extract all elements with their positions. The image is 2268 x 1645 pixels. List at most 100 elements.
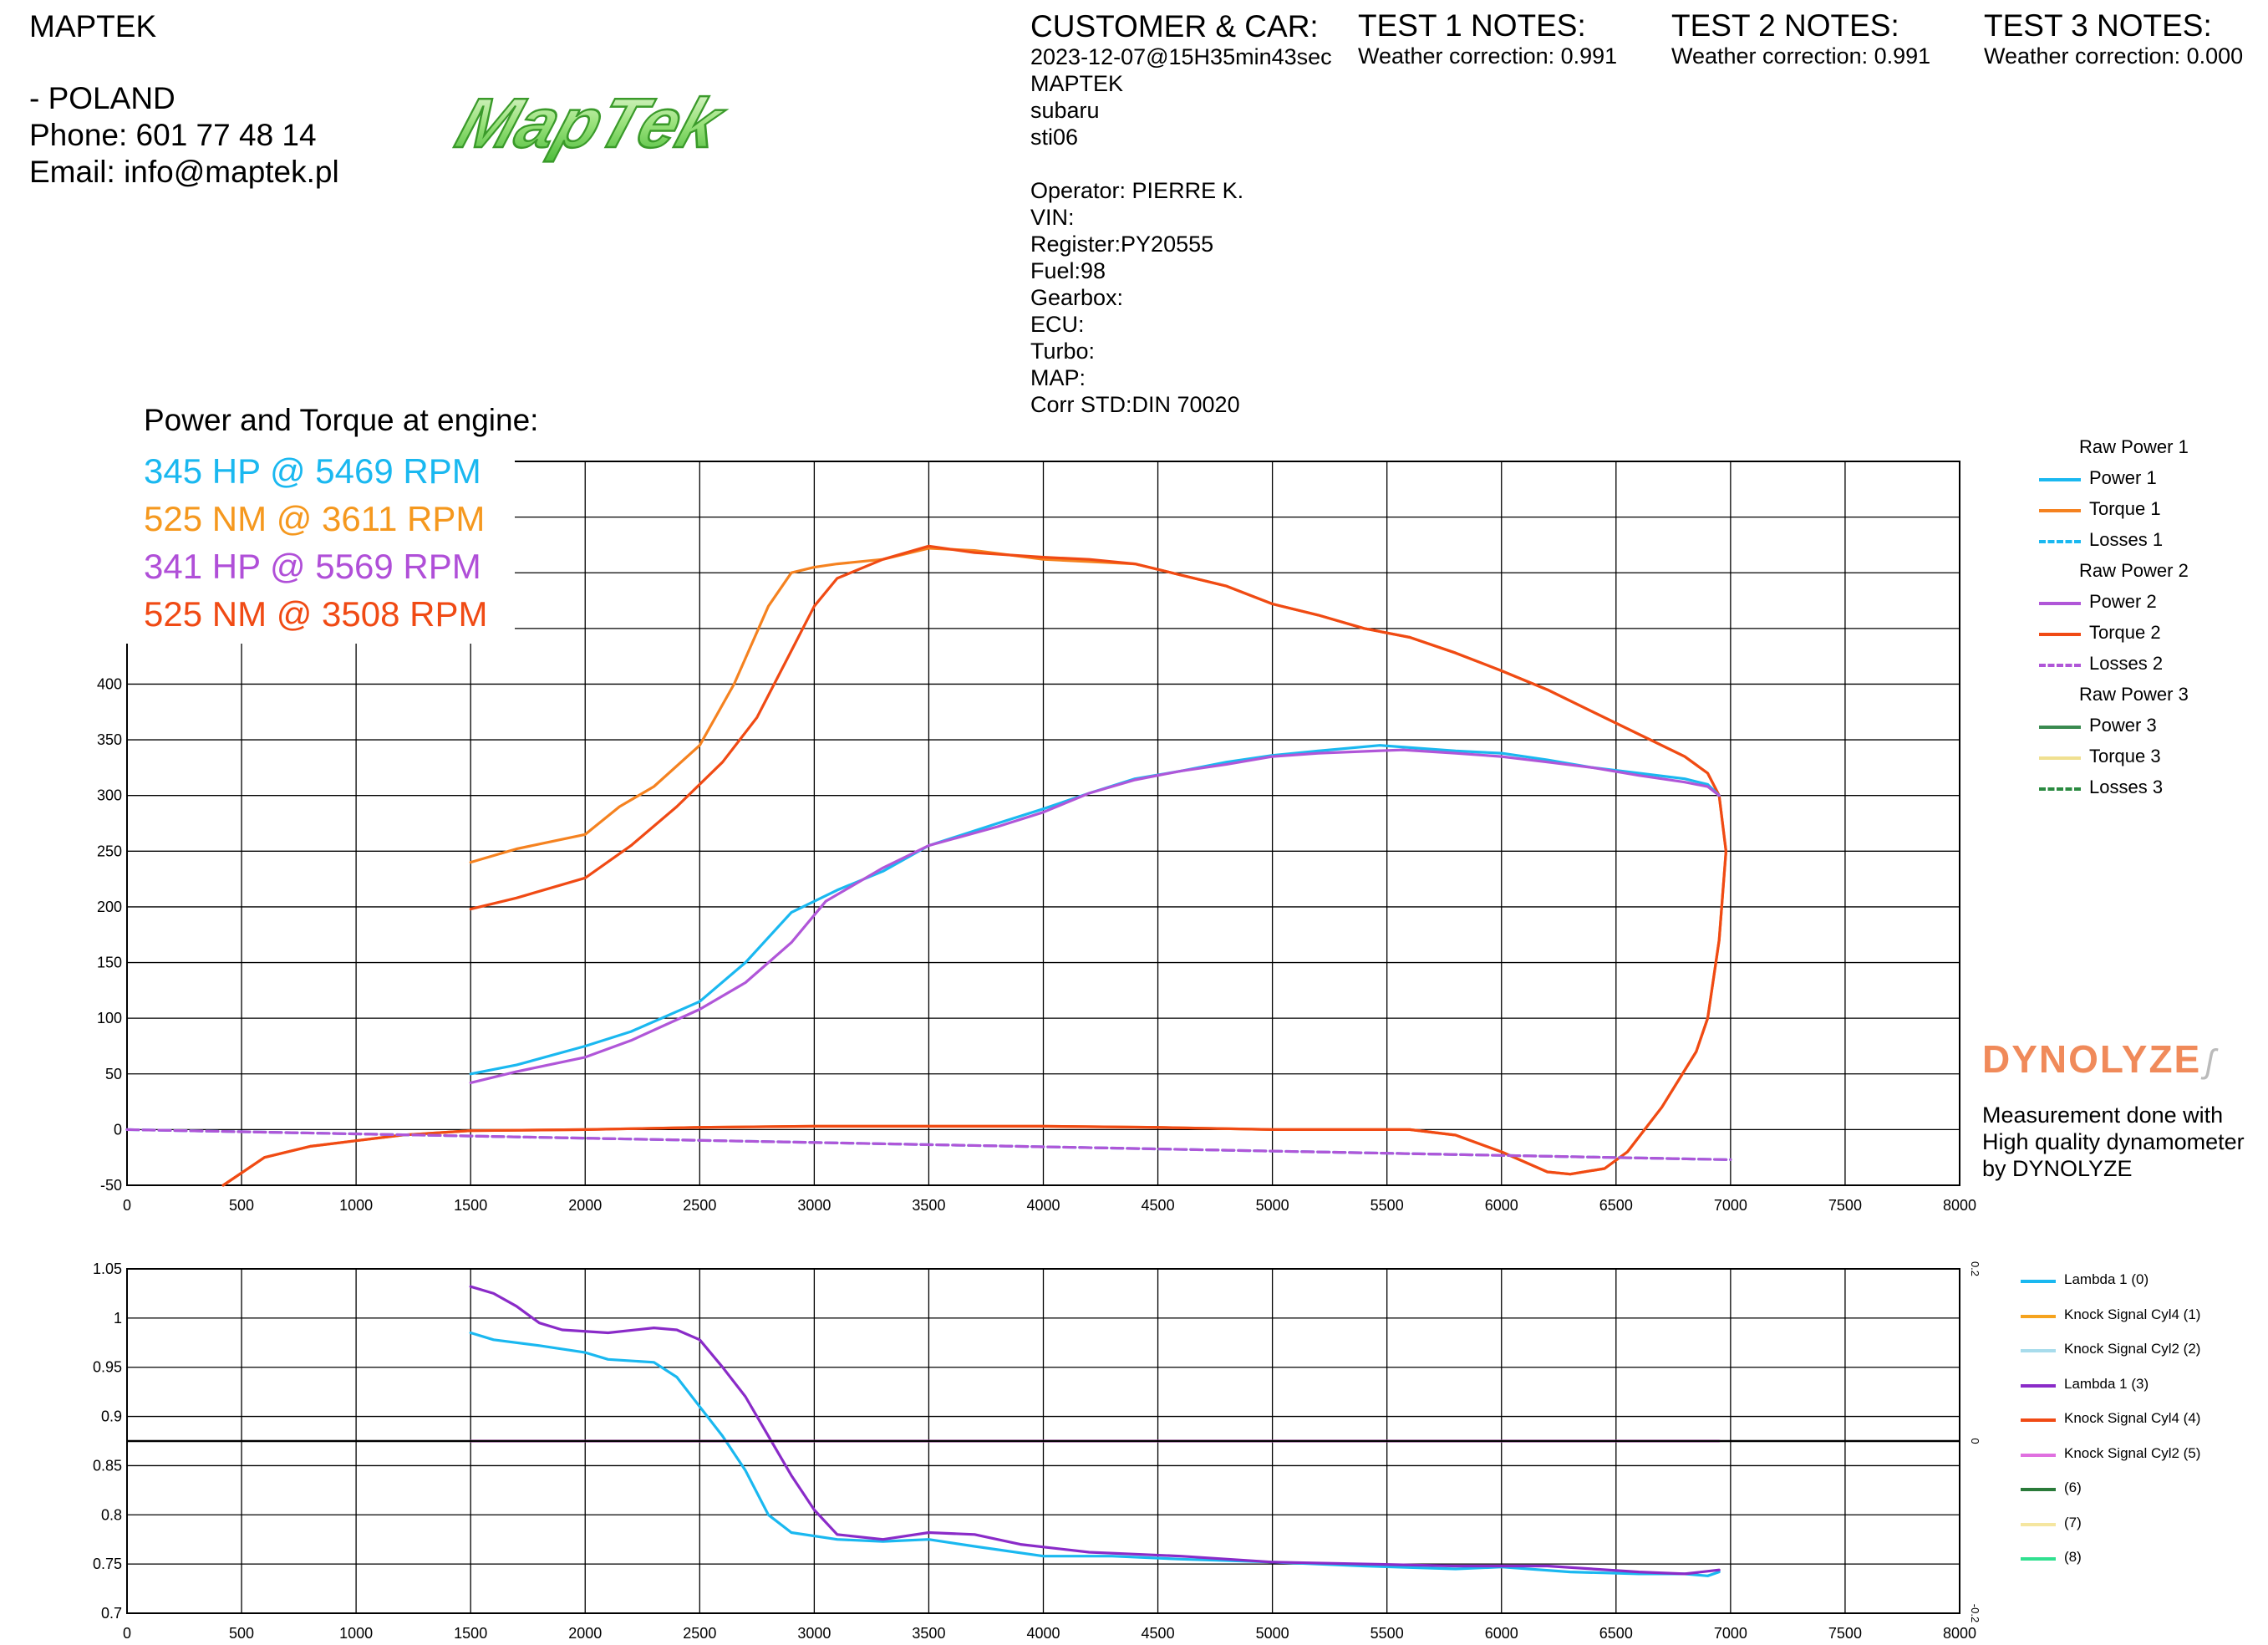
x-tick-label: 500 xyxy=(229,1625,254,1642)
customer-details: 2023-12-07@15H35min43sec MAPTEK subaru sti0… xyxy=(1030,43,1332,418)
legend-swatch xyxy=(2021,1453,2056,1457)
test3-notes-value: Weather correction: 0.000 xyxy=(1984,43,2244,69)
peak-values-box: 345 HP @ 5469 RPM 525 NM @ 3611 RPM 341 … xyxy=(80,445,515,644)
legend-label: Torque 3 xyxy=(2089,746,2161,766)
legend-swatch xyxy=(2039,756,2081,760)
customer-line: sti06 xyxy=(1030,125,1079,150)
dynolyze-line-2: High quality dynamometer xyxy=(1982,1129,2245,1154)
legend-label: Knock Signal Cyl4 (4) xyxy=(2064,1410,2201,1426)
series-torque-1 xyxy=(221,547,1727,1187)
legend-label: Power 3 xyxy=(2089,715,2157,736)
legend-label: (7) xyxy=(2064,1514,2082,1530)
x-tick-label: 8000 xyxy=(1943,1625,1976,1642)
legend-label: Losses 1 xyxy=(2089,529,2164,550)
legend-label: Power 1 xyxy=(2089,467,2157,488)
x-tick-label: 7500 xyxy=(1828,1625,1862,1642)
legend-label: Losses 2 xyxy=(2089,653,2164,674)
y-tick-label: 1.05 xyxy=(93,1260,122,1277)
customer-line: 2023-12-07@15H35min43sec xyxy=(1030,44,1332,69)
legend-swatch xyxy=(2039,478,2081,481)
x-tick-label: 3500 xyxy=(912,1625,945,1642)
series-losses-2 xyxy=(125,1128,1732,1161)
customer-line: ECU: xyxy=(1030,312,1085,337)
y2-tick-label: 0.2 xyxy=(1969,1261,1981,1276)
legend-label: Knock Signal Cyl4 (1) xyxy=(2064,1306,2201,1322)
legend-swatch xyxy=(2021,1349,2056,1352)
y-tick-label: 1 xyxy=(114,1310,122,1327)
series-torque-2 xyxy=(221,544,1727,1187)
x-tick-label: 5500 xyxy=(1370,1197,1404,1214)
x-tick-label: 7500 xyxy=(1828,1197,1862,1214)
legend-swatch xyxy=(2039,509,2081,512)
legend-label: Raw Power 3 xyxy=(2079,684,2189,705)
legend-swatch xyxy=(2039,726,2081,729)
y-tick-label: -50 xyxy=(100,1177,122,1194)
y-tick-label: 100 xyxy=(97,1010,122,1026)
test2-notes-value: Weather correction: 0.991 xyxy=(1671,43,1931,69)
company-phone: Phone: 601 77 48 14 xyxy=(29,118,317,152)
x-tick-label: 3000 xyxy=(797,1625,831,1642)
customer-line: MAP: xyxy=(1030,365,1086,390)
series-power-1 xyxy=(469,744,1721,1076)
x-tick-label: 2500 xyxy=(683,1197,716,1214)
peak-power-2: 341 HP @ 5569 RPM xyxy=(144,547,481,586)
y2-tick-label: -0.2 xyxy=(1969,1604,1981,1622)
x-tick-label: 0 xyxy=(123,1197,131,1214)
y-tick-label: 0.9 xyxy=(101,1408,122,1425)
legend-label: Power 2 xyxy=(2089,591,2157,612)
lambda-chart: 0 500 1000 1500 2000 2500 3000 3500 4000 4500 5000… xyxy=(93,1260,1981,1642)
legend-swatch xyxy=(2039,664,2081,667)
y-tick-label: 0.95 xyxy=(93,1359,122,1376)
legend-label: Losses 3 xyxy=(2089,777,2164,797)
test1-notes-title: TEST 1 NOTES: xyxy=(1358,8,1586,43)
x-tick-label: 3000 xyxy=(797,1197,831,1214)
x-tick-label: 7000 xyxy=(1714,1625,1747,1642)
peak-torque-1: 525 NM @ 3611 RPM xyxy=(144,499,486,538)
x-tick-label: 5000 xyxy=(1256,1625,1289,1642)
y-tick-label: 0.85 xyxy=(93,1457,122,1474)
power-torque-chart: 0 500 1000 1500 2000 2500 3000 3500 4000 4500 5000… xyxy=(97,453,1976,1214)
power-torque-heading: Power and Torque at engine: xyxy=(144,403,539,437)
x-tick-label: 2500 xyxy=(683,1625,716,1642)
legend-swatch xyxy=(2021,1314,2056,1318)
legend-label: Raw Power 1 xyxy=(2079,436,2189,457)
legend-swatch xyxy=(2021,1383,2056,1388)
x-tick-label: 1500 xyxy=(454,1197,487,1214)
x-tick-label: 2000 xyxy=(568,1625,602,1642)
legend-swatch xyxy=(2021,1522,2056,1526)
y-tick-label: 150 xyxy=(97,955,122,971)
dynolyze-logo: DYNOLYZE ʃ xyxy=(1982,1036,2215,1082)
dynolyze-swoosh-icon: ʃ xyxy=(2204,1043,2215,1080)
x-tick-label: 4500 xyxy=(1142,1625,1175,1642)
customer-line: Register:PY20555 xyxy=(1030,232,1214,257)
y-tick-label: 0.8 xyxy=(101,1506,122,1523)
test1-notes-value: Weather correction: 0.991 xyxy=(1358,43,1618,69)
y-tick-label: 0.7 xyxy=(101,1605,122,1622)
legend-swatch xyxy=(2039,540,2081,543)
customer-line: Corr STD:DIN 70020 xyxy=(1030,392,1240,417)
customer-line: MAPTEK xyxy=(1030,71,1124,96)
maptek-logo: MapTek xyxy=(426,74,861,178)
series-power-2 xyxy=(469,748,1721,1084)
plot-frame xyxy=(126,461,1960,1186)
company-name: MAPTEK xyxy=(29,9,157,43)
dynolyze-text: Measurement done with High quality dynam… xyxy=(1982,1102,2245,1182)
legend-swatch xyxy=(2021,1557,2056,1561)
series-lambda-1-3- xyxy=(469,1285,1721,1576)
legend-label: Lambda 1 (0) xyxy=(2064,1271,2149,1287)
x-tick-label: 6000 xyxy=(1485,1625,1518,1642)
logo-text: MapTek xyxy=(447,84,735,163)
y-tick-label: 0 xyxy=(114,1121,122,1138)
legend-label: (8) xyxy=(2064,1549,2082,1565)
x-tick-label: 6000 xyxy=(1485,1197,1518,1214)
customer-line: VIN: xyxy=(1030,205,1075,230)
y-tick-label: 200 xyxy=(97,899,122,915)
legend-label: Lambda 1 (3) xyxy=(2064,1375,2149,1392)
x-tick-label: 8000 xyxy=(1943,1197,1976,1214)
x-tick-label: 4500 xyxy=(1142,1197,1175,1214)
y-tick-label: 250 xyxy=(97,843,122,859)
customer-line: Operator: PIERRE K. xyxy=(1030,178,1244,203)
x-tick-label: 7000 xyxy=(1714,1197,1747,1214)
legend-label: (6) xyxy=(2064,1479,2082,1495)
y-tick-label: 400 xyxy=(97,675,122,692)
